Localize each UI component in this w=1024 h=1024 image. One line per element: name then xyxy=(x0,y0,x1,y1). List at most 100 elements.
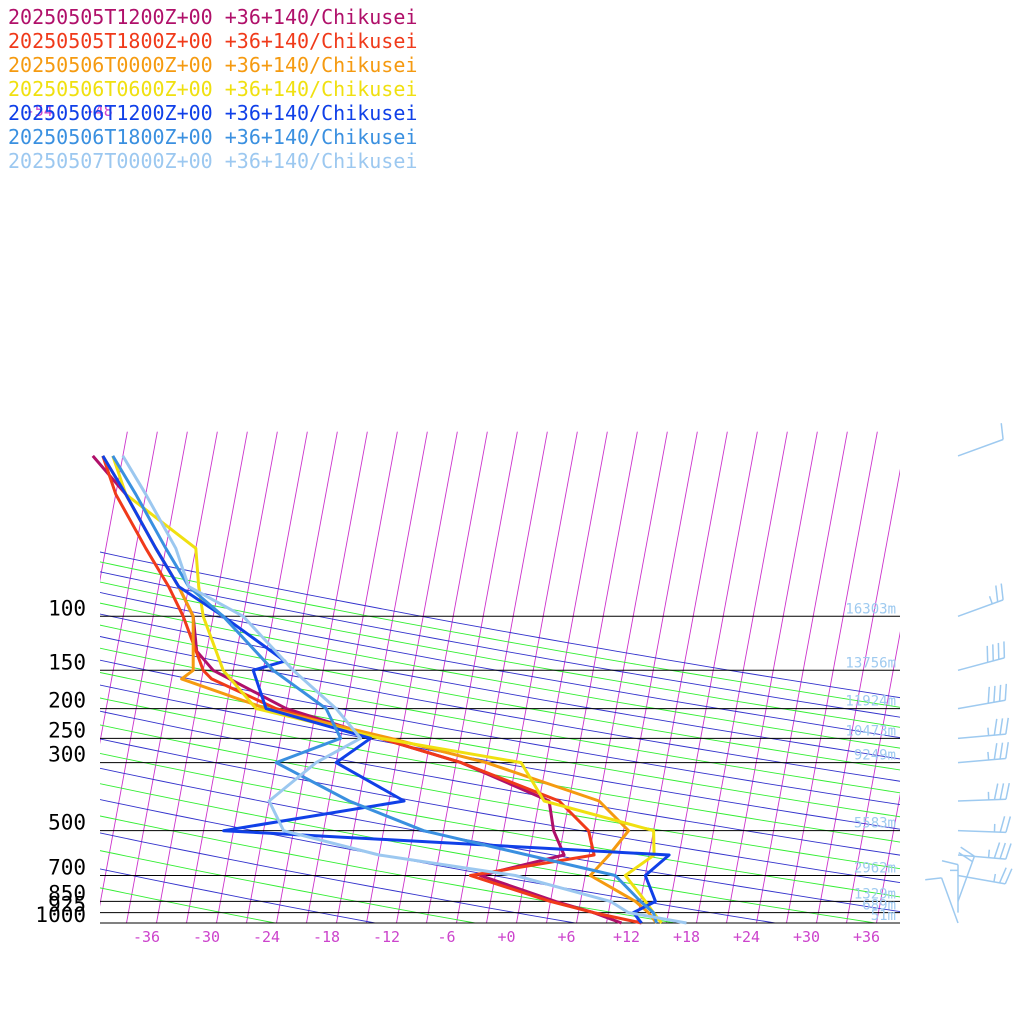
x-tick-label: -12 xyxy=(373,928,400,946)
dry-adiabat-line xyxy=(100,561,900,708)
isotherm-line xyxy=(786,431,878,924)
isotherm-line xyxy=(100,431,188,907)
isotherm-line xyxy=(156,431,248,924)
isotherm-label: -48 xyxy=(86,102,113,120)
isotherm-line xyxy=(216,431,308,924)
isotherm-line xyxy=(0,432,7,923)
isentrope-line xyxy=(100,551,900,699)
isotherm-label: -54 xyxy=(26,102,53,120)
wind-barb xyxy=(941,860,959,913)
isotherm-line xyxy=(696,431,788,924)
wind-barb xyxy=(957,683,1008,710)
dry-adiabat-line xyxy=(100,697,900,843)
dry-adiabat-line xyxy=(100,672,900,818)
isotherm-line xyxy=(7,432,98,923)
isentrope-line xyxy=(100,613,900,760)
isotherm-line xyxy=(100,431,128,582)
isotherm-line xyxy=(937,432,1024,923)
wind-barb xyxy=(925,877,959,924)
isotherm-line xyxy=(0,432,67,923)
isotherm-line xyxy=(100,431,158,745)
pressure-label: 200 xyxy=(48,689,86,713)
dry-adiabat-line xyxy=(100,581,900,728)
isotherm-line xyxy=(756,431,848,924)
isentrope-line xyxy=(100,738,900,883)
wind-barb xyxy=(957,867,1013,885)
isotherm-line xyxy=(276,431,368,924)
wind-barb xyxy=(957,742,1009,764)
x-tick-label: +18 xyxy=(673,928,700,946)
pressure-label: 100 xyxy=(48,596,86,620)
wind-barbs xyxy=(925,423,1013,924)
isotherm-line xyxy=(516,431,608,924)
legend-entry: 20250505T1200Z+00 +36+140/Chikusei xyxy=(8,5,417,29)
legend-entry: 20250505T1800Z+00 +36+140/Chikusei xyxy=(8,29,417,53)
isentrope-line xyxy=(100,710,900,856)
isentrope-line xyxy=(100,592,900,739)
pressure-label: 925 xyxy=(48,893,86,917)
legend-entry: 20250506T1200Z+00 +36+140/Chikusei xyxy=(8,101,417,125)
isotherm-line xyxy=(396,431,488,924)
wind-barb xyxy=(957,816,1012,834)
dry-adiabat-line xyxy=(100,724,900,870)
height-label: 689m xyxy=(862,898,896,914)
x-tick-label: +6 xyxy=(557,928,575,946)
x-tick-label: +0 xyxy=(497,928,515,946)
x-tick-label: -6 xyxy=(437,928,455,946)
isotherm-line xyxy=(907,432,998,923)
isentrope-line xyxy=(100,571,900,718)
wind-barb xyxy=(957,842,1012,860)
isentrope-line xyxy=(100,799,776,924)
series-line-4 xyxy=(111,455,663,924)
isotherm-line xyxy=(186,431,278,924)
isentrope-line xyxy=(100,868,376,924)
x-tick-label: -18 xyxy=(313,928,340,946)
isotherm-line xyxy=(636,431,728,924)
x-tick-label: -24 xyxy=(253,928,280,946)
x-tick-label: +12 xyxy=(613,928,640,946)
x-tick-label: +24 xyxy=(733,928,760,946)
isotherm-line xyxy=(846,631,900,924)
wind-barb xyxy=(957,641,1006,672)
x-tick-label: +30 xyxy=(793,928,820,946)
series-line-7 xyxy=(121,455,687,925)
height-label: 11924m xyxy=(845,694,896,710)
legend-entry: 20250506T1800Z+00 +36+140/Chikusei xyxy=(8,125,417,149)
height-label: 9249m xyxy=(854,748,896,764)
legend-entry: 20250506T0600Z+00 +36+140/Chikusei xyxy=(8,77,417,101)
isotherm-line xyxy=(126,431,218,924)
dry-adiabat-line xyxy=(100,647,900,794)
wind-barb xyxy=(957,583,1004,618)
pressure-label: 300 xyxy=(48,743,86,767)
wind-barb xyxy=(957,717,1009,740)
legend-entry: 20250506T0000Z+00 +36+140/Chikusei xyxy=(8,53,417,77)
pressure-label: 1000 xyxy=(35,903,86,927)
dry-adiabat-line xyxy=(100,850,476,924)
series-line-5 xyxy=(101,455,671,924)
legend-entry: 20250507T0000Z+00 +36+140/Chikusei xyxy=(8,149,417,173)
isentrope-line xyxy=(100,767,900,913)
pressure-label: 500 xyxy=(48,811,86,835)
isotherm-line xyxy=(366,431,458,924)
x-tick-label: -30 xyxy=(193,928,220,946)
isotherm-line xyxy=(546,431,638,924)
x-tick-label: +36 xyxy=(853,928,880,946)
legend: 20250505T1200Z+00 +36+140/Chikusei202505… xyxy=(8,5,417,173)
isotherm-line xyxy=(997,432,1024,923)
isotherm-line xyxy=(336,431,428,924)
isotherm-line xyxy=(246,431,338,924)
axis-labels: 100 16303m 150 13756m 200 11924m 250 10473m 300 9… xyxy=(26,102,896,946)
height-label: 13756m xyxy=(845,655,896,671)
pressure-label: 250 xyxy=(48,718,86,742)
pressure-label: 700 xyxy=(48,855,86,879)
wind-barb xyxy=(957,423,1004,457)
height-label: 16303m xyxy=(845,601,896,617)
dry-adiabat-line xyxy=(100,815,676,924)
isotherm-line xyxy=(0,432,37,923)
isentrope-line xyxy=(100,832,576,924)
isotherm-line xyxy=(486,431,578,924)
pressure-label: 150 xyxy=(48,650,86,674)
dry-adiabat-line xyxy=(100,602,900,749)
sounding-series xyxy=(91,454,687,925)
